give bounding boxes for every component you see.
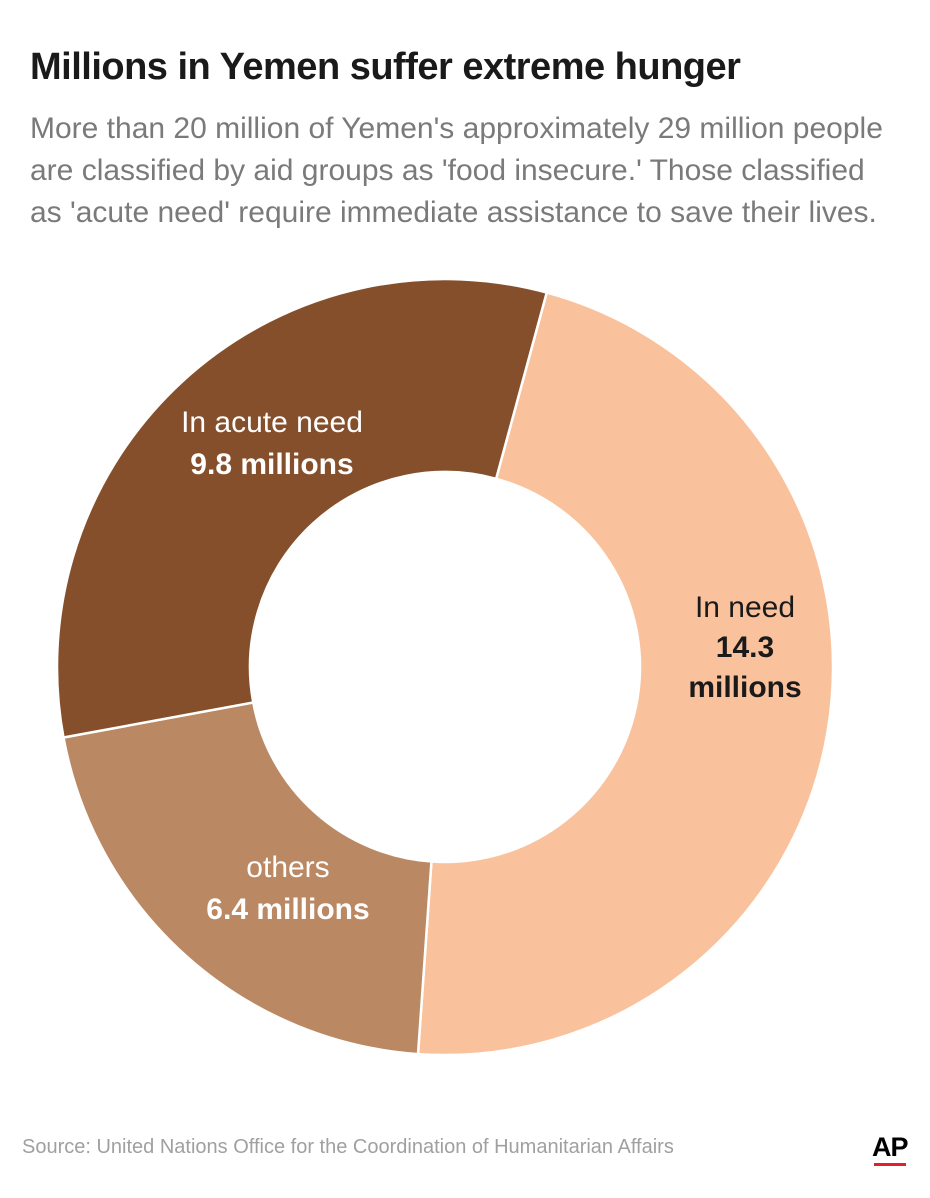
slice-in-need <box>416 291 835 1057</box>
subtitle-line: More than 20 million of Yemen's approxim… <box>30 112 883 145</box>
slice-value-label: 9.8 millions <box>190 448 353 481</box>
slice-others <box>62 700 433 1056</box>
slice-value-label: 6.4 millions <box>206 893 369 926</box>
ap-logo-underline <box>874 1163 906 1166</box>
slice-label: In need <box>695 591 795 624</box>
subtitle-line: are classified by aid groups as 'food in… <box>30 154 865 187</box>
slice-label: others <box>246 851 329 884</box>
ap-logo: AP <box>872 1132 909 1162</box>
chart-subtitle: More than 20 million of Yemen's approxim… <box>30 108 910 234</box>
slice-label: In acute need <box>181 406 363 439</box>
subtitle-line: as 'acute need' require immediate assist… <box>30 196 877 229</box>
slice-in-acute-need <box>55 277 549 739</box>
source-note: Source: United Nations Office for the Co… <box>22 1136 674 1158</box>
slice-value-label: 14.3 <box>716 631 774 664</box>
slice-value-label: millions <box>688 671 801 704</box>
chart-title: Millions in Yemen suffer extreme hunger <box>30 46 741 88</box>
